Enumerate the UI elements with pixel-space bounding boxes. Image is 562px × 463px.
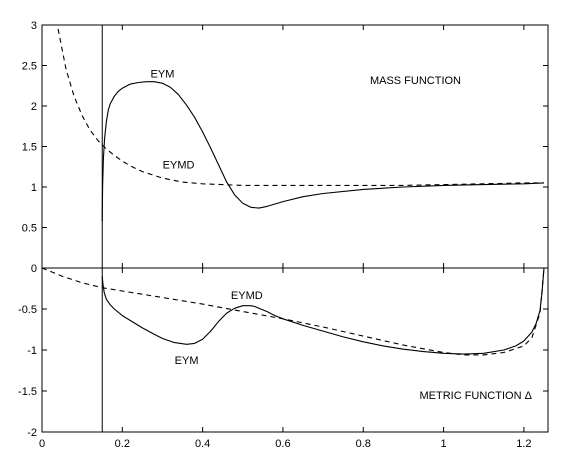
x-tick-label: 1.2	[516, 438, 531, 450]
y-tick-label: 0	[31, 263, 37, 275]
y-tick-label: 2	[31, 101, 37, 113]
y-tick-label: -0.5	[18, 304, 37, 316]
series-line-eymd	[57, 28, 544, 186]
annotation: EYMD	[231, 290, 263, 302]
y-tick-label: -1	[27, 345, 37, 357]
x-tick-label: 0	[39, 438, 45, 450]
series-line-eym	[101, 81, 545, 222]
annotation: EYM	[175, 355, 199, 367]
annotation: EYMD	[163, 159, 195, 171]
y-tick-label: 2.5	[22, 61, 37, 73]
y-tick-label: 3	[31, 20, 37, 32]
annotation: METRIC FUNCTION Δ	[419, 390, 532, 402]
series-line-eymd	[41, 267, 545, 356]
plots: 0.5 1 1.5 2 2.5 3 MASS FUNCTION EYM EYMD -2 -1.5 -1…	[18, 20, 549, 450]
y-tick-label: -1.5	[18, 386, 37, 398]
y-tick-label: 1	[31, 182, 37, 194]
x-tick-label: 0.2	[115, 438, 130, 450]
series-line-eym	[101, 267, 545, 355]
x-tick-label: 0.4	[195, 438, 210, 450]
y-tick-label: 1.5	[22, 142, 37, 154]
x-tick-label: 0.6	[275, 438, 290, 450]
panel-1: 0.5 1 1.5 2 2.5 3 MASS FUNCTION EYM EYMD	[22, 20, 549, 269]
x-tick-label: 1	[441, 438, 447, 450]
annotation: EYM	[151, 69, 175, 81]
annotation: MASS FUNCTION	[370, 75, 461, 87]
y-tick-label: 0.5	[22, 223, 37, 235]
panel-2: -2 -1.5 -1 -0.5 0 0 0.2 0.4 0.6 0.8 1 1.2 METRIC FUN…	[18, 263, 549, 450]
x-tick-label: 0.8	[356, 438, 371, 450]
y-tick-label: -2	[27, 427, 37, 439]
